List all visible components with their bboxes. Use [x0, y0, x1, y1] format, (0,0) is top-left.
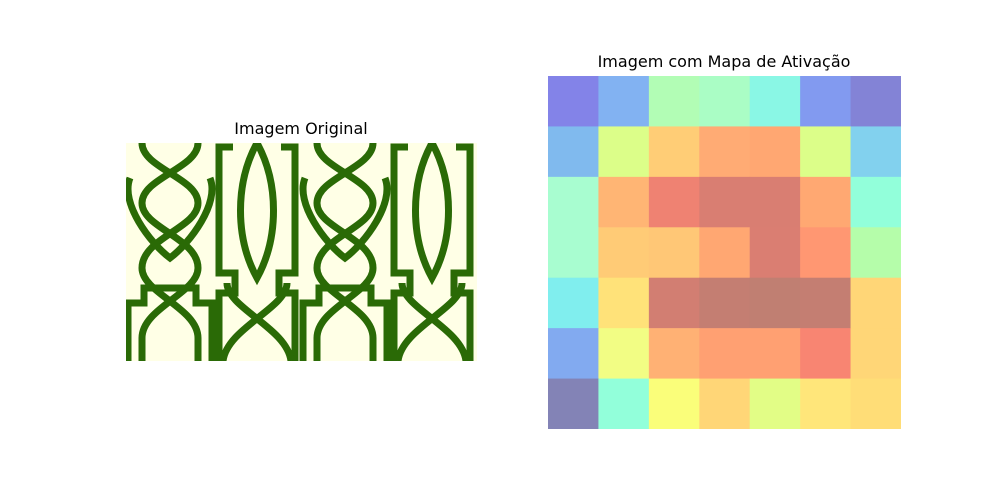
heatmap-cell-r5-c1 — [598, 328, 650, 380]
heatmap-cell-r1-c6 — [850, 126, 901, 178]
pattern-bracket-left1 — [215, 143, 239, 361]
pattern-bracket-right1 — [275, 143, 299, 361]
heatmap-cell-r3-c6 — [850, 227, 901, 279]
heatmap-cell-r5-c5 — [800, 328, 852, 380]
heatmap-cell-r0-c1 — [598, 76, 650, 127]
heatmap-cell-r6-c1 — [598, 378, 650, 429]
heatmap-cell-r4-c5 — [800, 277, 852, 329]
heatmap-cell-r2-c6 — [850, 176, 901, 228]
heatmap-cell-r4-c2 — [648, 277, 700, 329]
heatmap-cell-r1-c1 — [598, 126, 650, 178]
heatmap-cell-r0-c2 — [648, 76, 700, 127]
pattern-lower-bracket2 — [299, 284, 391, 361]
heatmap-cell-r5-c2 — [648, 328, 700, 380]
heatmap-cell-r3-c0 — [548, 227, 599, 279]
heatmap-cell-r1-c0 — [548, 126, 599, 178]
heatmap-cell-r2-c0 — [548, 176, 599, 228]
heatmap-cell-r0-c3 — [699, 76, 751, 127]
activation-map-title: Imagem com Mapa de Ativação — [597, 52, 851, 71]
heatmap-grid — [548, 76, 901, 429]
pattern-bracket-right2 — [450, 143, 474, 361]
heatmap-cell-r2-c5 — [800, 176, 852, 228]
pattern-lower-strand-b1 — [223, 282, 295, 361]
activation-map — [548, 76, 901, 429]
heatmap-cell-r0-c6 — [850, 76, 901, 127]
heatmap-cell-r6-c2 — [648, 378, 700, 429]
heatmap-cell-r3-c2 — [648, 227, 700, 279]
heatmap-cell-r3-c1 — [598, 227, 650, 279]
heatmap-cell-r6-c0 — [548, 378, 599, 429]
heatmap-cell-r5-c6 — [850, 328, 901, 380]
heatmap-cell-r5-c0 — [548, 328, 599, 380]
pattern-lower-bracket1 — [126, 284, 216, 361]
heatmap-cell-r3-c4 — [749, 227, 801, 279]
heatmap-cell-r6-c4 — [749, 378, 801, 429]
heatmap-cell-r2-c2 — [648, 176, 700, 228]
heatmap-cell-r6-c6 — [850, 378, 901, 429]
heatmap-cell-r4-c1 — [598, 277, 650, 329]
heatmap-cell-r2-c4 — [749, 176, 801, 228]
heatmap-cell-r1-c4 — [749, 126, 801, 178]
pattern-loop2 — [299, 176, 391, 263]
pattern-lines — [126, 143, 474, 361]
heatmap-cell-r4-c6 — [850, 277, 901, 329]
heatmap-cell-r4-c3 — [699, 277, 751, 329]
heatmap-cell-r1-c3 — [699, 126, 751, 178]
heatmap-cell-r2-c3 — [699, 176, 751, 228]
pattern-lens1 — [237, 143, 277, 286]
heatmap-cell-r3-c5 — [800, 227, 852, 279]
pattern-bracket-left2 — [390, 143, 414, 361]
original-image-title: Imagem Original — [234, 119, 368, 138]
original-image — [126, 143, 477, 361]
heatmap-cell-r6-c3 — [699, 378, 751, 429]
pattern-strand-b1 — [138, 143, 202, 361]
heatmap-cell-r0-c0 — [548, 76, 599, 127]
heatmap-cell-r3-c3 — [699, 227, 751, 279]
heatmap-cell-r1-c5 — [800, 126, 852, 178]
heatmap-cell-r5-c4 — [749, 328, 801, 380]
heatmap-cell-r0-c5 — [800, 76, 852, 127]
pattern-strand-b2 — [313, 143, 377, 361]
heatmap-cell-r4-c0 — [548, 277, 599, 329]
heatmap-cell-r4-c4 — [749, 277, 801, 329]
heatmap-cell-r5-c3 — [699, 328, 751, 380]
lattice-pattern — [126, 143, 477, 361]
pattern-lower-strand-b2 — [398, 282, 470, 361]
pattern-loop1 — [126, 176, 216, 263]
pattern-lens2 — [412, 143, 452, 286]
heatmap-cell-r0-c4 — [749, 76, 801, 127]
heatmap-cell-r1-c2 — [648, 126, 700, 178]
heatmap-cell-r6-c5 — [800, 378, 852, 429]
heatmap-cell-r2-c1 — [598, 176, 650, 228]
